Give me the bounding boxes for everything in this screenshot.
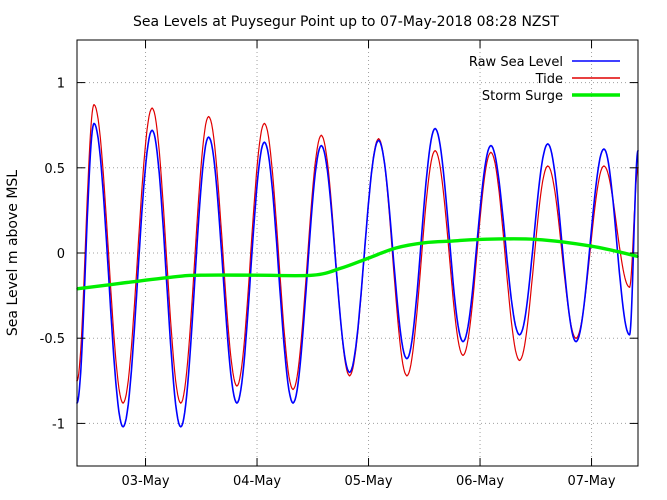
tide-point	[320, 134, 323, 137]
y-axis-ticks: 1 0.5 0 -0.5 -1	[40, 77, 638, 432]
raw-sea-level-point	[434, 127, 436, 130]
tide-point	[490, 151, 492, 154]
tide-point	[292, 388, 294, 391]
x-tick-label: 03-May	[121, 474, 169, 489]
storm-surge-point	[311, 274, 314, 276]
raw-sea-level-point	[603, 148, 605, 150]
tide-point	[434, 149, 436, 152]
raw-sea-level-point	[462, 340, 464, 343]
raw-sea-level-point	[151, 129, 153, 132]
legend: Raw Sea Level Tide Storm Surge	[469, 55, 620, 104]
x-tick-label: 05-May	[344, 474, 392, 489]
tide-point	[377, 138, 380, 140]
tide-point	[546, 165, 549, 167]
x-tick-label: 04-May	[233, 474, 281, 489]
legend-label: Storm Surge	[482, 89, 563, 104]
tide-point	[406, 374, 408, 377]
storm-surge-line	[76, 237, 639, 291]
storm-surge-point	[451, 240, 453, 242]
storm-surge-point	[479, 238, 481, 241]
storm-surge-point	[256, 274, 258, 276]
tide-point	[575, 337, 577, 340]
raw-sea-level-point	[179, 426, 182, 428]
raw-sea-level-point	[207, 136, 210, 138]
tide-point	[628, 286, 631, 288]
tide-point	[151, 107, 153, 109]
storm-surge-point	[116, 282, 119, 285]
raw-sea-level-point	[122, 426, 124, 428]
chart-title: Sea Levels at Puysegur Point up to 07-Ma…	[133, 14, 559, 30]
x-tick-label: 07-May	[567, 474, 615, 489]
tide-point	[236, 385, 238, 387]
tide-line	[76, 104, 639, 404]
y-tick-label: -1	[52, 417, 65, 432]
raw-sea-level-point	[263, 141, 266, 144]
y-axis-label: Sea Level m above MSL	[5, 170, 21, 336]
tide-point	[462, 354, 464, 357]
x-tick-label: 06-May	[456, 474, 504, 489]
legend-label: Tide	[535, 72, 563, 87]
raw-sea-level-point	[377, 139, 380, 142]
raw-sea-level-point	[348, 371, 351, 374]
raw-sea-level-point	[292, 402, 294, 404]
raw-sea-level-point	[575, 340, 577, 343]
tide-point	[93, 103, 95, 106]
storm-surge-point	[534, 238, 537, 241]
y-tick-label: -0.5	[40, 332, 65, 347]
legend-label: Raw Sea Level	[469, 55, 563, 70]
raw-sea-level-point	[236, 402, 238, 404]
x-axis-ticks: 03-May 04-May 05-May 06-May 07-May	[121, 40, 616, 489]
series-layer	[76, 103, 639, 428]
y-tick-label: 0	[57, 247, 65, 262]
tide-point	[207, 115, 210, 118]
tide-point	[179, 402, 182, 404]
raw-sea-level-point	[320, 144, 323, 147]
storm-surge-point	[367, 257, 370, 259]
storm-surge-point	[339, 267, 342, 270]
tide-point	[603, 165, 605, 167]
raw-sea-level-point	[518, 333, 521, 336]
storm-surge-point	[200, 274, 203, 276]
storm-surge-point	[590, 245, 593, 247]
tide-point	[348, 374, 351, 377]
y-tick-label: 1	[57, 77, 65, 92]
storm-surge-point	[423, 241, 426, 244]
y-tick-label: 0.5	[44, 162, 65, 177]
raw-sea-level-point	[490, 144, 492, 147]
tide-point	[263, 122, 266, 125]
storm-surge-point	[395, 247, 398, 249]
storm-surge-point	[172, 276, 175, 278]
raw-sea-level-point	[546, 143, 549, 145]
tide-point	[518, 359, 521, 362]
raw-sea-level-point	[628, 333, 631, 336]
raw-sea-level-point	[406, 357, 408, 360]
tide-point	[122, 402, 124, 404]
raw-sea-level-point	[93, 122, 95, 125]
